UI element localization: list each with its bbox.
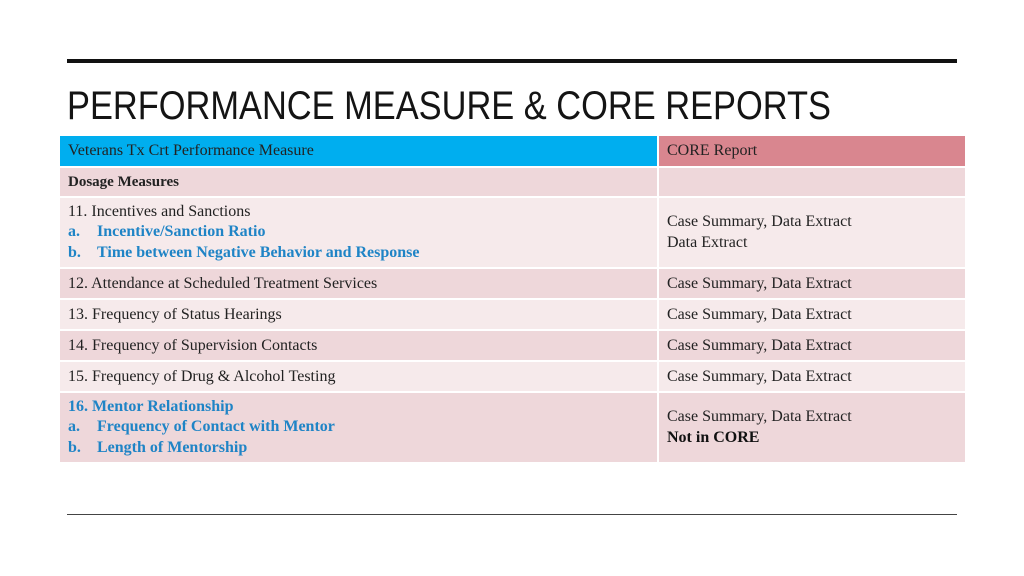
measure-cell-14: 14. Frequency of Supervision Contacts [58, 329, 659, 362]
report-16-a: Case Summary, Data Extract [667, 408, 852, 425]
table-row-13: 13. Frequency of Status Hearings Case Su… [58, 298, 967, 331]
measure-cell-11: 11. Incentives and Sanctions a. Incentive… [58, 196, 659, 269]
measure-cell-16: 16. Mentor Relationship a. Frequency of C… [58, 391, 659, 464]
measure-16-sub-b: b. Length of Mentorship [68, 438, 248, 456]
performance-measures-table: Veterans Tx Crt Performance Measure CORE… [58, 134, 967, 464]
report-cell-13: Case Summary, Data Extract [657, 298, 967, 331]
header-measure: Veterans Tx Crt Performance Measure [58, 134, 659, 168]
report-cell-14: Case Summary, Data Extract [657, 329, 967, 362]
measure-cell-12: 12. Attendance at Scheduled Treatment Se… [58, 267, 659, 300]
report-11-b: Data Extract [667, 233, 748, 251]
table-row-15: 15. Frequency of Drug & Alcohol Testing … [58, 360, 967, 393]
measure-11-sub-b: b. Time between Negative Behavior and Res… [68, 243, 420, 261]
section-row-dosage: Dosage Measures [58, 166, 967, 198]
table-row-11: 11. Incentives and Sanctions a. Incentive… [58, 196, 967, 269]
bottom-rule [67, 514, 957, 515]
header-core-report: CORE Report [657, 134, 967, 168]
measure-16-sub-a: a. Frequency of Contact with Mentor [68, 418, 335, 436]
report-cell-11: Case Summary, Data Extract Data Extract [657, 196, 967, 269]
table-row-16: 16. Mentor Relationship a. Frequency of C… [58, 391, 967, 464]
report-16-b: Not in CORE [667, 428, 760, 446]
measure-11-title: 11. Incentives and Sanctions [68, 202, 251, 220]
report-cell-16: Case Summary, Data Extract Not in CORE [657, 391, 967, 464]
measure-11-sub-a: a. Incentive/Sanction Ratio [68, 223, 266, 241]
report-cell-12: Case Summary, Data Extract [657, 267, 967, 300]
top-rule [67, 59, 957, 63]
measure-cell-13: 13. Frequency of Status Hearings [58, 298, 659, 331]
table-row-14: 14. Frequency of Supervision Contacts Ca… [58, 329, 967, 362]
slide-title: PERFORMANCE MEASURE & CORE REPORTS [67, 84, 831, 128]
report-11-a: Case Summary, Data Extract [667, 213, 852, 230]
section-report-cell [657, 166, 967, 198]
measure-16-title: 16. Mentor Relationship [68, 397, 234, 415]
section-label: Dosage Measures [58, 166, 659, 198]
table-row-12: 12. Attendance at Scheduled Treatment Se… [58, 267, 967, 300]
report-cell-15: Case Summary, Data Extract [657, 360, 967, 393]
table-header-row: Veterans Tx Crt Performance Measure CORE… [58, 134, 967, 168]
measure-cell-15: 15. Frequency of Drug & Alcohol Testing [58, 360, 659, 393]
